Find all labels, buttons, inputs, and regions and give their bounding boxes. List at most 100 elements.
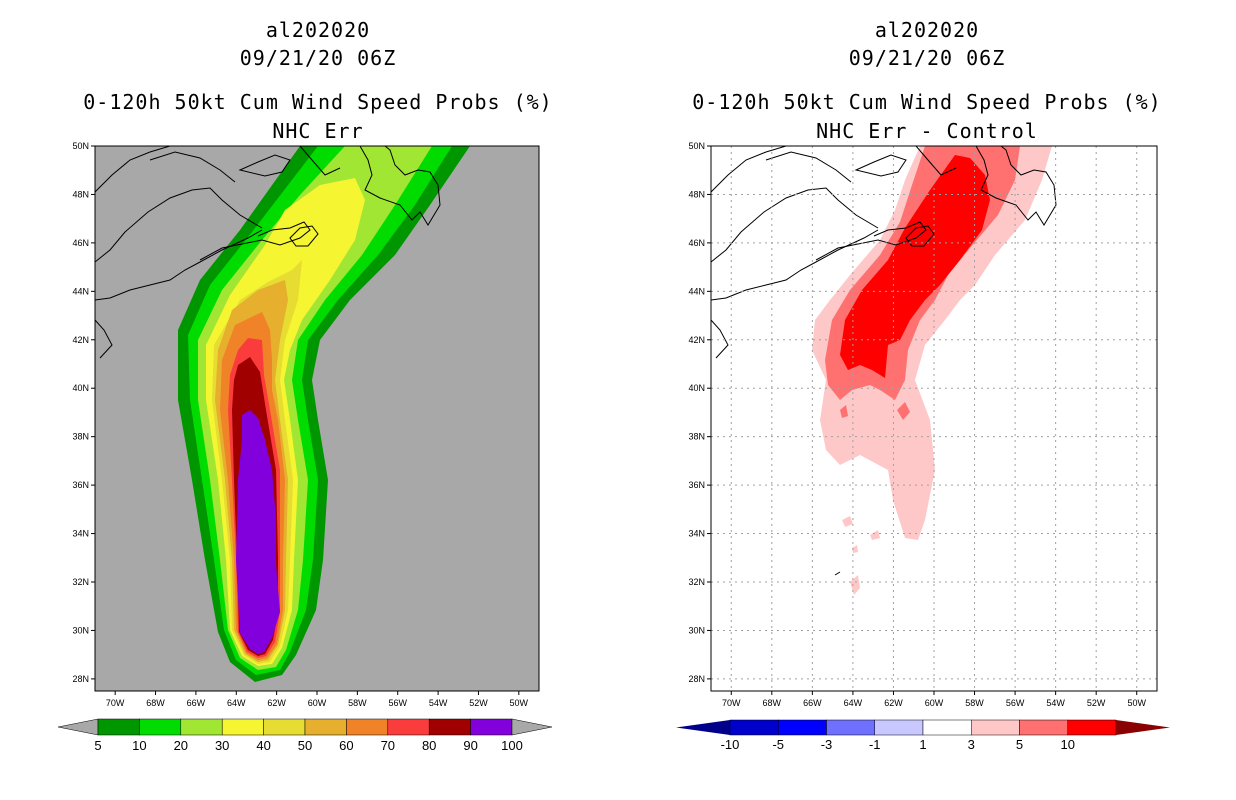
y-tick-label: 40N — [688, 383, 705, 393]
x-tick-label: 58W — [965, 698, 984, 708]
y-tick-label: 44N — [72, 286, 89, 296]
right-title-line2: 09/21/20 06Z — [848, 46, 1006, 70]
colorbar-label: 40 — [256, 738, 270, 753]
y-tick-label: 30N — [72, 625, 89, 635]
x-tick-label: 54W — [1046, 698, 1065, 708]
x-tick-label: 50W — [510, 698, 529, 708]
left-title-line2: 09/21/20 06Z — [239, 46, 397, 70]
colorbar-label: 70 — [381, 738, 395, 753]
colorbar-extend-low — [676, 720, 730, 735]
prob-band-90 — [236, 410, 280, 654]
colorbar-label: 30 — [215, 738, 229, 753]
y-tick-label: 30N — [688, 625, 705, 635]
colorbar-extend-high — [511, 718, 553, 736]
colorbar-label: -10 — [721, 737, 740, 752]
colorbar-label: 10 — [132, 738, 146, 753]
y-tick-label: 46N — [72, 238, 89, 248]
diff-band-5-10 — [840, 155, 990, 378]
left-title-line1: al202020 — [265, 18, 371, 42]
colorbar-swatch — [922, 719, 972, 736]
colorbar-label: 80 — [422, 738, 436, 753]
y-tick-label: 32N — [72, 577, 89, 587]
colorbar-extend-low — [57, 718, 99, 736]
x-tick-label: 66W — [803, 698, 822, 708]
x-tick-label: 68W — [146, 698, 165, 708]
x-tick-label: 68W — [763, 698, 782, 708]
x-tick-label: 52W — [469, 698, 488, 708]
colorbar-label: 20 — [174, 738, 188, 753]
colorbar-swatch — [346, 718, 389, 736]
left-axis-ticks: 70W 68W 66W 64W 62W 60W 58W 56W 54W 52W 50W 28N 30N 3… — [72, 141, 528, 708]
x-tick-label: 66W — [187, 698, 206, 708]
colorbar-label: 5 — [94, 738, 101, 753]
y-tick-label: 28N — [688, 674, 705, 684]
colorbar-swatch — [263, 718, 306, 736]
colorbar-swatch — [826, 719, 875, 736]
y-tick-label: 46N — [688, 238, 705, 248]
y-tick-label: 38N — [688, 432, 705, 442]
left-title-line3: 0-120h 50kt Cum Wind Speed Probs (%) — [83, 90, 553, 114]
colorbar-label: 60 — [339, 738, 353, 753]
x-tick-label: 52W — [1087, 698, 1106, 708]
right-map-panel: 70W 68W 66W 64W 62W 60W 58W 56W 54W 52W 50W 28N 30N 3… — [688, 141, 1158, 708]
y-tick-label: 32N — [688, 577, 705, 587]
left-colorbar: 5 10 20 30 40 50 60 70 80 90 100 — [57, 718, 553, 753]
left-probability-contours — [95, 146, 470, 682]
colorbar-label: 5 — [1016, 737, 1023, 752]
y-tick-label: 42N — [72, 335, 89, 345]
x-tick-label: 56W — [1006, 698, 1025, 708]
diff-spot-e — [840, 405, 848, 418]
right-title-line4: NHC Err - Control — [816, 119, 1038, 143]
x-tick-label: 60W — [925, 698, 944, 708]
left-map-panel: 70W 68W 66W 64W 62W 60W 58W 56W 54W 52W 50W 28N 30N 3… — [72, 141, 540, 708]
colorbar-swatch — [221, 718, 264, 736]
colorbar-label: -3 — [821, 737, 833, 752]
x-tick-label: 70W — [106, 698, 125, 708]
y-tick-label: 42N — [688, 335, 705, 345]
colorbar-label: 3 — [968, 737, 975, 752]
colorbar-label: -1 — [869, 737, 881, 752]
colorbar-swatch — [387, 718, 430, 736]
x-tick-label: 62W — [267, 698, 286, 708]
colorbar-label: 10 — [1061, 737, 1075, 752]
colorbar-label: -5 — [772, 737, 784, 752]
x-tick-label: 60W — [308, 698, 327, 708]
colorbar-label: 1 — [919, 737, 926, 752]
y-tick-label: 36N — [688, 480, 705, 490]
y-tick-label: 34N — [688, 529, 705, 539]
right-grid — [711, 146, 1157, 691]
x-tick-label: 58W — [348, 698, 367, 708]
diff-spot-b — [852, 545, 858, 553]
left-title-line4: NHC Err — [272, 119, 364, 143]
colorbar-swatch — [874, 719, 924, 736]
colorbar-swatch — [778, 719, 827, 736]
x-tick-label: 64W — [227, 698, 246, 708]
diff-band-1-3 — [812, 146, 1052, 540]
colorbar-swatch — [1019, 719, 1068, 736]
colorbar-swatch — [971, 719, 1020, 736]
y-tick-label: 28N — [72, 674, 89, 684]
colorbar-swatch — [97, 718, 140, 736]
left-coastlines — [95, 146, 441, 359]
y-tick-label: 40N — [72, 383, 89, 393]
y-tick-label: 34N — [72, 529, 89, 539]
colorbar-swatch — [304, 718, 347, 736]
colorbar-swatch — [729, 719, 779, 736]
y-tick-label: 36N — [72, 480, 89, 490]
colorbar-extend-high — [1116, 720, 1170, 735]
colorbar-swatch — [1067, 719, 1117, 736]
right-title-line1: al202020 — [874, 18, 980, 42]
colorbar-swatch — [139, 718, 182, 736]
y-tick-label: 50N — [688, 141, 705, 151]
diff-spot-a — [842, 516, 853, 527]
y-tick-label: 48N — [688, 189, 705, 199]
right-colorbar: -10 -5 -3 -1 1 3 5 10 — [676, 719, 1170, 752]
colorbar-label: 90 — [463, 738, 477, 753]
colorbar-swatch — [470, 718, 513, 736]
x-tick-label: 64W — [844, 698, 863, 708]
diff-spot-c — [870, 530, 880, 540]
x-tick-label: 54W — [429, 698, 448, 708]
right-difference-contours — [711, 146, 1157, 691]
y-tick-label: 50N — [72, 141, 89, 151]
